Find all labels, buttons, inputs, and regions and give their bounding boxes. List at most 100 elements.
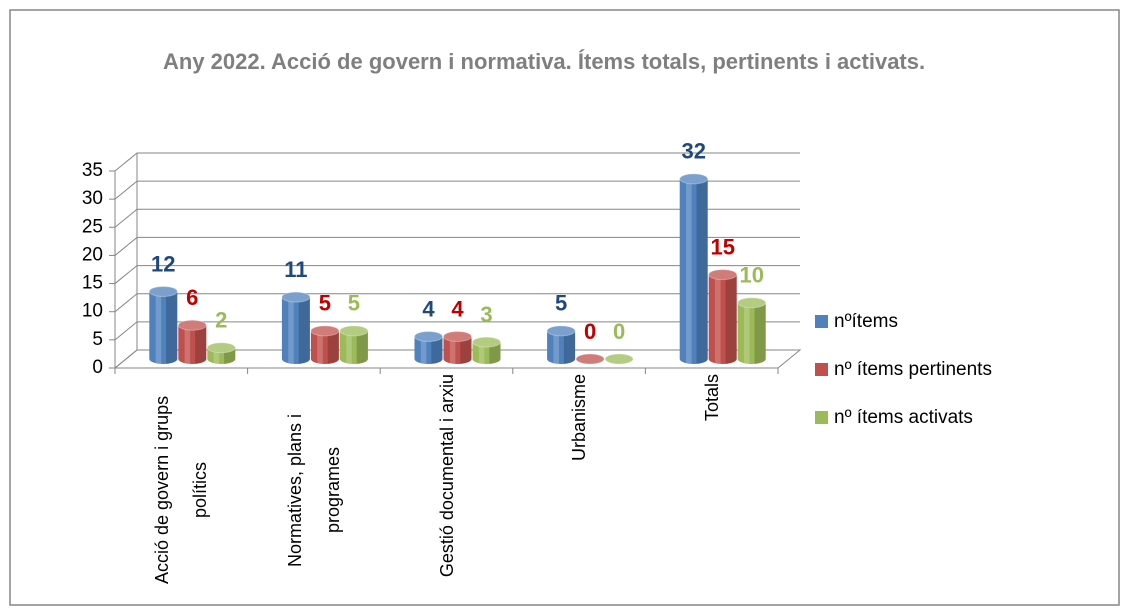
cylinder-highlight: [288, 297, 294, 364]
cylinder-top-light: [708, 269, 737, 280]
x-tick-box: Gestió documental i arxiu: [387, 374, 507, 609]
cylinder-shade: [356, 330, 368, 364]
y-tick-label: 0: [92, 357, 103, 378]
cylinder-top-light: [178, 320, 207, 331]
cylinder-shade: [563, 330, 576, 364]
cylinder-top-light: [605, 354, 634, 364]
cylinder-shade: [460, 336, 472, 364]
cylinder: [604, 353, 634, 365]
y-tick-label: 15: [82, 273, 103, 294]
value-label: 4: [422, 296, 435, 321]
cylinder: [472, 336, 501, 364]
grid-line: [114, 349, 800, 369]
cylinder-shade: [298, 297, 310, 364]
cylinder-shade: [754, 302, 766, 364]
cylinder-highlight: [686, 178, 692, 364]
legend-swatch: [815, 315, 828, 328]
x-tick-label: Totals: [701, 374, 722, 422]
value-label: 5: [348, 291, 360, 316]
chart-border: [9, 9, 1120, 606]
value-label: 15: [710, 234, 734, 259]
legend-label: nº ítems pertinents: [834, 359, 992, 380]
legend-swatch: [815, 363, 828, 376]
grid-line: [114, 152, 800, 172]
cylinder-highlight: [744, 302, 750, 364]
cylinder-top: [310, 325, 340, 337]
value-label: 0: [613, 319, 625, 344]
value-label: 5: [555, 291, 567, 316]
legend-label: nº ítems activats: [834, 407, 973, 428]
grid-line: [114, 180, 800, 200]
cylinder: [177, 319, 207, 364]
cylinder-highlight: [184, 325, 191, 364]
cylinder-top: [443, 330, 472, 342]
value-label: 0: [584, 319, 596, 344]
cylinder: [443, 330, 472, 364]
cylinder-shade: [431, 336, 443, 364]
cylinder-body: [414, 336, 443, 364]
cylinder-top: [604, 353, 634, 365]
y-tick-label: 25: [82, 216, 103, 237]
cylinder-top: [206, 342, 236, 354]
cylinder-body: [178, 325, 207, 364]
value-label: 11: [284, 257, 307, 282]
cylinder: [546, 325, 576, 364]
cylinder-shade: [327, 330, 339, 364]
cylinder-top-light: [679, 173, 708, 184]
cylinder-shade: [489, 342, 501, 364]
grid-line: [114, 208, 800, 228]
cylinder-highlight: [478, 342, 485, 364]
cylinder-body: [679, 178, 708, 364]
x-tick-label: Gestió documental i arxiu: [436, 374, 457, 578]
value-label: 3: [480, 302, 492, 327]
cylinder-top-light: [414, 331, 443, 342]
grid-line: [114, 293, 800, 313]
y-tick-label: 35: [82, 160, 103, 181]
cylinder-top-light: [149, 286, 178, 297]
value-label: 10: [739, 263, 763, 288]
y-tick-label: 10: [82, 301, 103, 322]
cylinder: [339, 325, 369, 364]
cylinder-body: [443, 336, 472, 364]
cylinder: [148, 285, 178, 364]
x-tick-box: Acció de govern i grups polítics: [121, 374, 241, 609]
x-tick-label: Normatives, plans i programes: [284, 413, 343, 567]
cylinder: [708, 269, 738, 364]
cylinder-body: [472, 342, 501, 364]
cylinder-body: [737, 302, 766, 364]
cylinder: [575, 353, 605, 365]
grid-line: [114, 265, 800, 284]
cylinder-top-light: [547, 325, 576, 336]
value-label: 32: [681, 139, 705, 164]
cylinder-shade: [166, 291, 178, 364]
cylinder-top-light: [443, 331, 472, 342]
cylinder-top: [148, 285, 178, 297]
cylinder-top-light: [310, 325, 339, 336]
cylinder-top: [575, 353, 605, 365]
cylinder-top: [679, 173, 709, 185]
cylinder-top-light: [339, 325, 368, 336]
x-tick-box: Urbanisme: [519, 374, 639, 609]
cylinder-top-light: [737, 297, 766, 308]
value-label: 6: [186, 285, 198, 310]
cylinder: [737, 297, 767, 364]
cylinder: [679, 173, 709, 364]
grid-line: [114, 236, 800, 256]
cylinder-body: [339, 330, 368, 364]
cylinder-highlight: [420, 336, 427, 364]
cylinder-highlight: [715, 274, 721, 364]
cylinder-top: [708, 269, 738, 281]
cylinder-highlight: [317, 330, 323, 364]
cylinder-shade: [195, 325, 207, 364]
value-label: 5: [319, 291, 331, 316]
cylinder-highlight: [155, 291, 162, 364]
cylinder: [206, 342, 236, 364]
cylinder-body: [281, 297, 310, 364]
cylinder-body: [547, 330, 576, 364]
cylinder-top-light: [207, 342, 236, 353]
legend-swatch: [815, 411, 828, 424]
value-label: 4: [451, 296, 464, 321]
cylinder: [310, 325, 340, 364]
cylinder-top-light: [576, 354, 605, 364]
